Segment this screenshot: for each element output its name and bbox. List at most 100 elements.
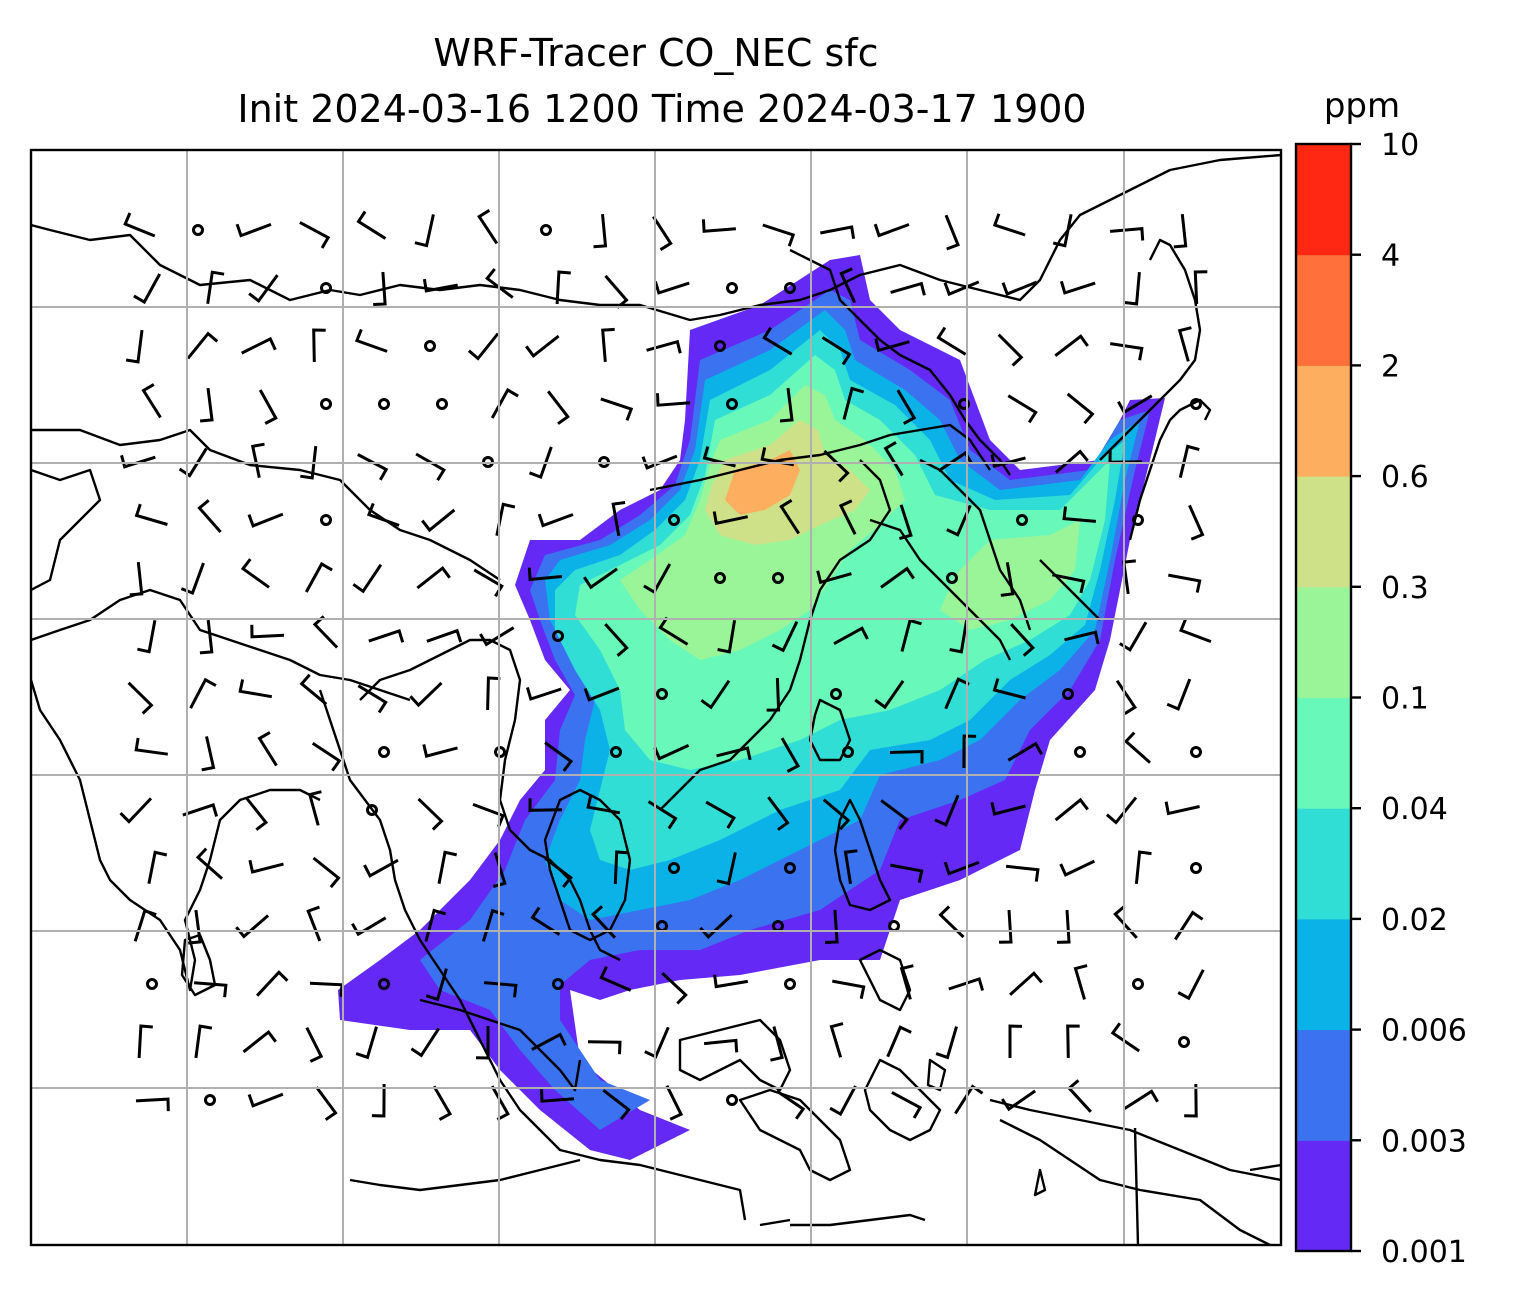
wind-calm-marker — [1190, 398, 1202, 410]
wind-calm-marker — [668, 862, 680, 874]
wind-barb — [357, 453, 389, 481]
wind-barb — [127, 681, 154, 715]
wind-barb — [1178, 444, 1200, 478]
colorbar-band-2 — [1296, 918, 1351, 1031]
wind-barb — [123, 212, 156, 238]
wind-barb — [1056, 909, 1071, 944]
wind-barb — [188, 909, 202, 945]
wind-barb — [315, 1086, 338, 1121]
wind-barb — [873, 223, 910, 238]
wind-barb — [490, 387, 519, 419]
wind-calm-marker — [1190, 862, 1202, 874]
wind-barb — [936, 326, 967, 356]
wind-barb — [421, 508, 456, 533]
wind-barb — [943, 280, 980, 297]
wind-barb — [822, 798, 851, 831]
wind-barb — [653, 280, 690, 295]
wind-barb — [766, 677, 781, 712]
wind-barb — [601, 327, 615, 363]
wind-barb — [665, 1085, 684, 1121]
wind-barb — [938, 905, 965, 939]
wind-barb — [583, 686, 620, 702]
wind-calm-marker — [830, 688, 842, 700]
wind-barb — [355, 1026, 378, 1060]
wind-barb — [129, 561, 144, 597]
coastlines — [31, 153, 1281, 1245]
wind-barb — [180, 562, 205, 595]
wind-barb — [1009, 971, 1043, 996]
colorbar-tick-label: 0.003 — [1381, 1124, 1467, 1159]
colorbar-tick-label: 4 — [1381, 239, 1400, 274]
wind-barb — [899, 964, 914, 1000]
wind-barb — [555, 270, 571, 305]
wind-barb — [1008, 1024, 1023, 1058]
wind-barb — [197, 499, 222, 533]
wind-barb — [604, 623, 629, 657]
wind-calm-marker — [378, 398, 390, 410]
wind-barb — [540, 1089, 575, 1103]
wind-barb — [992, 678, 1026, 700]
wind-barb — [247, 512, 284, 528]
wind-barb — [119, 797, 153, 824]
wind-barb — [586, 795, 621, 815]
wind-barb — [312, 328, 326, 363]
wind-barb — [602, 1089, 631, 1121]
wind-barb — [125, 329, 144, 364]
wind-barb — [604, 274, 629, 309]
wind-barb — [1193, 270, 1208, 305]
wind-calm-marker — [772, 572, 784, 584]
wind-barb — [475, 1026, 490, 1060]
wind-barb — [1000, 561, 1015, 597]
wind-barb — [189, 677, 217, 709]
wind-barb — [583, 567, 618, 590]
wind-barb — [1123, 731, 1151, 764]
wind-barb — [839, 267, 857, 304]
wind-barb — [299, 221, 331, 249]
wind-barb — [829, 1022, 844, 1058]
wind-barb — [611, 501, 626, 537]
colorbar-band-6 — [1296, 476, 1351, 588]
colorbar-tick-label: 2 — [1381, 349, 1400, 384]
colorbar-band-9 — [1296, 144, 1351, 256]
wind-calm-marker — [1074, 746, 1086, 758]
wind-barb — [652, 215, 673, 251]
wind-barb — [242, 1029, 277, 1054]
wind-barb — [762, 223, 796, 247]
wind-barb — [1010, 623, 1035, 657]
colorbar-tick-label: 0.001 — [1381, 1235, 1467, 1270]
wind-calm-marker — [366, 804, 378, 816]
wind-calm-marker — [714, 572, 726, 584]
wind-barb — [613, 850, 629, 885]
wind-barb — [1173, 213, 1188, 249]
wind-barb — [422, 744, 458, 758]
wind-barb — [717, 619, 737, 654]
wind-barb — [1073, 964, 1088, 1000]
wind-barb — [890, 863, 924, 883]
wind-calm-marker — [842, 746, 854, 758]
wind-barb — [944, 214, 960, 251]
wind-calm-marker — [320, 282, 332, 294]
wind-barb — [1110, 1022, 1141, 1053]
colorbar-band-5 — [1296, 586, 1351, 698]
wind-barb — [417, 797, 444, 831]
wind-barb — [422, 278, 458, 293]
wind-barb — [199, 387, 214, 423]
wind-calm-marker — [1062, 688, 1074, 700]
wind-barb — [1105, 796, 1138, 825]
wind-calm-marker — [784, 282, 796, 294]
wind-barb — [525, 686, 562, 701]
wind-barb — [880, 566, 915, 589]
wind-barb — [206, 270, 225, 305]
wind-barb — [1066, 392, 1095, 425]
wind-barb — [490, 1085, 510, 1121]
wind-barb — [703, 1038, 739, 1053]
wind-barb — [1005, 864, 1040, 882]
wind-calm-marker — [552, 978, 564, 990]
wind-barb — [137, 1024, 153, 1059]
wind-calm-marker — [714, 340, 726, 352]
wind-calm-marker — [378, 978, 390, 990]
wind-barb — [1168, 573, 1202, 593]
wind-barb — [366, 502, 400, 527]
wind-barb — [1109, 226, 1145, 241]
colorbar-band-3 — [1296, 808, 1351, 920]
